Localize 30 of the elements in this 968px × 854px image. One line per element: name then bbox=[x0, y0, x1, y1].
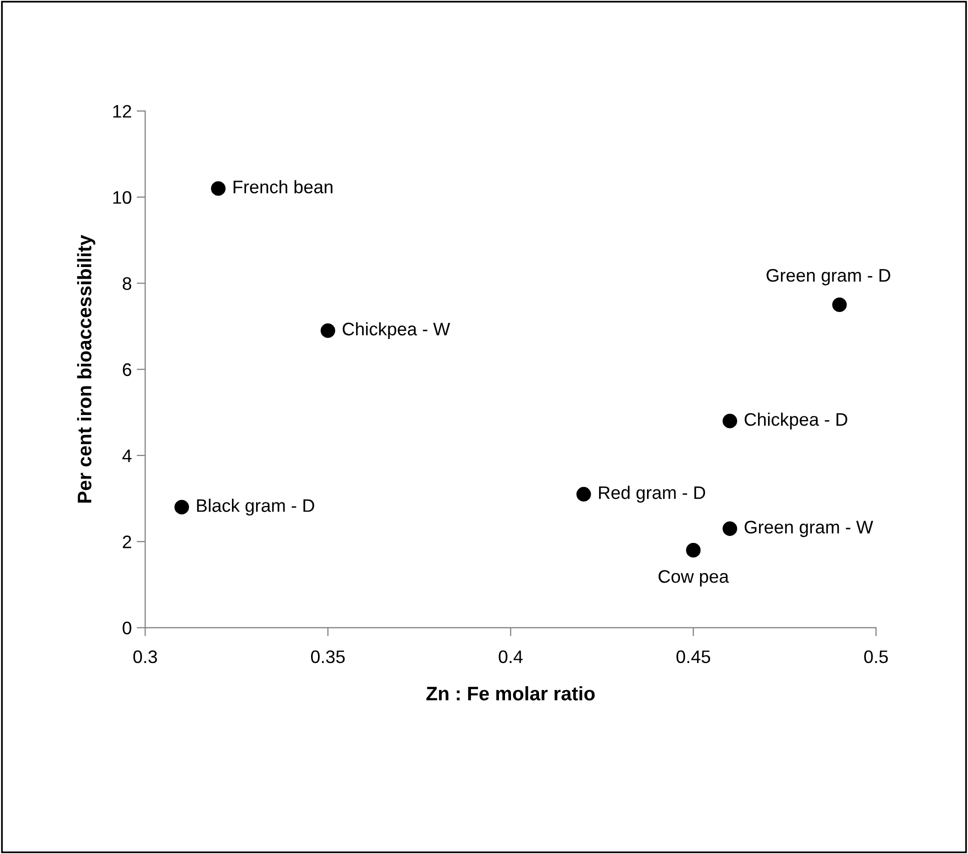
annotation: Cow pea bbox=[658, 570, 729, 586]
point bbox=[576, 486, 591, 502]
point bbox=[174, 500, 190, 514]
point bbox=[722, 521, 738, 536]
y-tick-label: 12 bbox=[113, 104, 132, 118]
point bbox=[722, 414, 738, 428]
x-tick-label: 0.5 bbox=[864, 650, 888, 664]
y-tick-label: 4 bbox=[122, 450, 132, 462]
point bbox=[832, 297, 847, 312]
y-tick-label: 8 bbox=[122, 277, 132, 290]
annotation: Chickpea - W bbox=[342, 322, 450, 340]
x-tick-label: 0.4 bbox=[498, 650, 523, 664]
y-tick-label: 6 bbox=[122, 363, 132, 376]
annotation: Green gram - D bbox=[766, 268, 890, 286]
x-tick-label: 0.35 bbox=[311, 650, 345, 664]
annotation: Red gram - D bbox=[599, 486, 706, 503]
y-tick-label: 10 bbox=[113, 191, 132, 204]
y-tick-label: 0 bbox=[122, 622, 132, 634]
annotation: Chickpea - D bbox=[744, 412, 848, 430]
annotation: Black gram - D bbox=[197, 498, 314, 516]
annotation: French bean bbox=[234, 180, 332, 194]
x-axis-title: Zn : Fe molar ratio bbox=[426, 686, 595, 700]
point bbox=[686, 542, 701, 558]
annotation: Green gram - W bbox=[744, 520, 874, 538]
x-tick-label: 0.3 bbox=[133, 650, 157, 664]
y-axis-title: Per cent iron bioaccessibility bbox=[77, 234, 96, 503]
point bbox=[320, 323, 336, 338]
y-tick-label: 2 bbox=[122, 536, 132, 548]
point bbox=[211, 181, 226, 196]
x-tick-label: 0.45 bbox=[676, 650, 710, 664]
